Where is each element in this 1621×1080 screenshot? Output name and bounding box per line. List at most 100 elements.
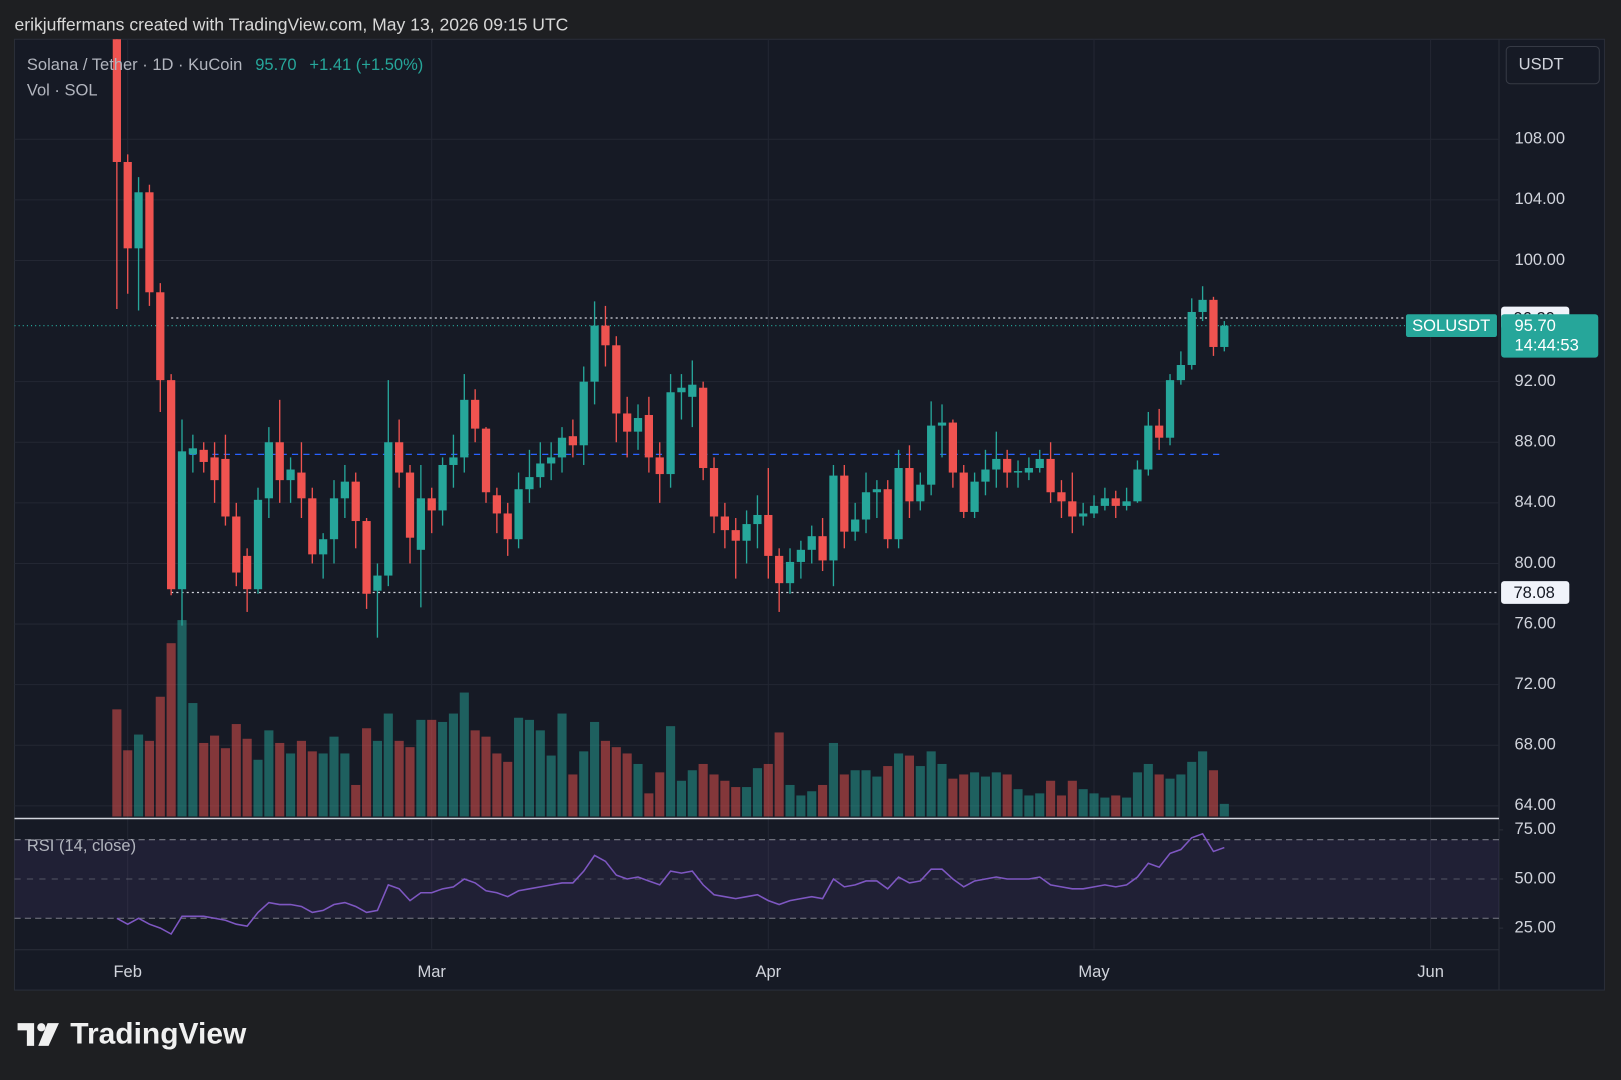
volume-bar — [296, 740, 306, 817]
x-tick-label: Jun — [1417, 962, 1444, 981]
currency: USDT — [1519, 54, 1564, 73]
volume-bar — [850, 770, 860, 817]
candle-body — [1089, 505, 1099, 514]
price-label-box — [1501, 581, 1570, 604]
volume-bar — [1100, 797, 1110, 817]
volume-bar — [818, 784, 828, 817]
x-tick-label: May — [1078, 962, 1110, 981]
candle-body — [319, 539, 328, 555]
candle-body — [644, 414, 653, 458]
volume-bar — [112, 709, 122, 817]
candle-body — [525, 477, 534, 490]
volume-bar — [427, 719, 437, 817]
volume-bar — [666, 726, 676, 817]
y-tick-label: 100.00 — [1515, 250, 1566, 269]
volume-bar — [459, 692, 469, 817]
rsi-band — [14, 839, 1500, 919]
candle-body — [785, 561, 795, 584]
candle-body — [416, 498, 425, 550]
volume-bar — [1056, 795, 1067, 817]
volume-bar — [318, 753, 328, 817]
candle-body — [1068, 501, 1077, 517]
candle-body — [221, 458, 230, 517]
countdown: 14:44:53 — [1515, 336, 1579, 355]
candle-body — [1035, 458, 1044, 469]
currency-button[interactable] — [1505, 45, 1600, 85]
volume-bar — [807, 791, 817, 817]
volume-bar — [1035, 793, 1045, 817]
volume-bar — [1024, 795, 1034, 817]
candle-body — [460, 399, 469, 458]
logo-shape — [37, 1023, 46, 1032]
candle-body — [1144, 425, 1153, 470]
chart-frame — [13, 38, 1605, 991]
volume-bar — [210, 735, 220, 817]
candle-body — [612, 345, 621, 414]
volume-bar — [1122, 797, 1132, 817]
legend: Solana / Tether · 1D · KuCoin 95.70 +1.4… — [27, 56, 423, 75]
volume-bar — [752, 768, 763, 817]
last-price-box — [1501, 314, 1599, 358]
candle-body — [1155, 425, 1164, 438]
volume-bar — [1067, 780, 1077, 817]
rsi-tick-label: 25.00 — [1515, 917, 1556, 936]
candle-body — [1198, 299, 1207, 312]
candle-body — [861, 492, 871, 520]
volume-bar — [1078, 789, 1088, 817]
candle-body — [699, 387, 708, 469]
axis-layer: 64.00 68.00 72.00 76.00 80.00 84.00 88.00 92.00… — [113, 129, 1599, 981]
volume-bar — [1143, 763, 1153, 817]
volume-bar — [1132, 772, 1143, 817]
volume-bar — [774, 732, 784, 817]
candle-body — [1122, 501, 1131, 506]
volume-bar — [1046, 780, 1056, 817]
volume-bar — [405, 747, 415, 817]
y-tick-label: 84.00 — [1515, 492, 1556, 511]
rsi-tick-label: 75.00 — [1515, 819, 1556, 838]
candle-body — [286, 469, 295, 481]
volume-bar — [144, 740, 154, 817]
volume-bar — [611, 747, 621, 817]
volume-bar — [1198, 751, 1208, 817]
volume-bar — [1187, 761, 1197, 817]
candle-body — [568, 436, 577, 446]
candle-body — [601, 325, 610, 346]
candle-body — [1111, 498, 1120, 506]
volume-bar — [199, 742, 209, 817]
volume-bar — [1089, 793, 1099, 817]
candle-body — [503, 513, 512, 540]
volume-bar — [394, 740, 404, 817]
candle-body — [373, 575, 382, 591]
volume-bar — [362, 728, 372, 817]
volume-bar — [503, 761, 513, 817]
x-tick-label: Feb — [113, 962, 141, 981]
candle-body — [959, 472, 968, 512]
candle-body — [1057, 492, 1066, 502]
volume-bar — [644, 793, 654, 817]
y-tick-label: 76.00 — [1515, 613, 1556, 632]
volume-bar — [926, 751, 936, 817]
candle-body — [948, 422, 958, 473]
y-tick-label: 80.00 — [1515, 553, 1556, 572]
volume-bar — [1111, 795, 1121, 817]
candle-body — [1003, 458, 1012, 473]
candle-body — [840, 475, 849, 532]
candle-body — [199, 449, 208, 462]
legend-price: 95.70 — [255, 56, 296, 75]
candle-body — [883, 489, 892, 540]
candle-body — [970, 481, 979, 512]
candle-body — [253, 499, 263, 590]
volume-bar — [687, 770, 697, 817]
volume-bar — [959, 774, 969, 817]
volume-layer — [112, 620, 1229, 817]
volume-bar — [883, 766, 893, 817]
volume-bar — [220, 748, 230, 817]
candle-body — [210, 457, 219, 481]
volume-bar — [535, 730, 545, 817]
volume-bar — [1154, 774, 1164, 817]
volume-bar — [286, 753, 296, 817]
candle-body — [308, 498, 317, 555]
volume-bar — [828, 742, 839, 817]
candle-body — [514, 489, 523, 540]
